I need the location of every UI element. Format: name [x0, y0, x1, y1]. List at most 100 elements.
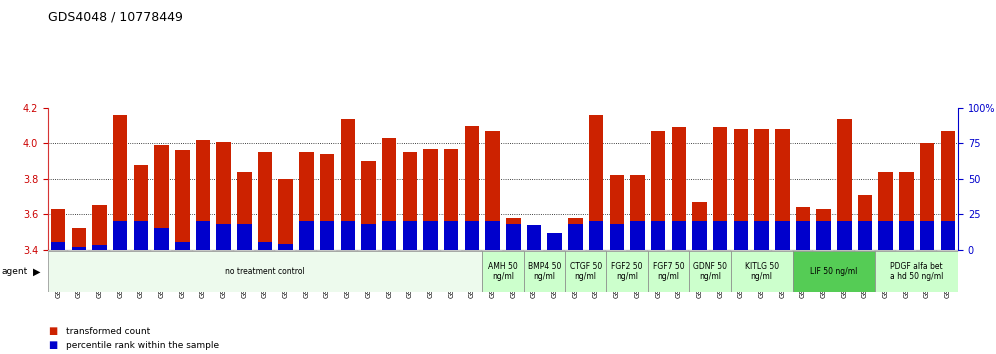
Bar	[527, 225, 541, 250]
Text: CTGF 50
ng/ml: CTGF 50 ng/ml	[570, 262, 602, 281]
Bar	[196, 221, 210, 250]
Bar	[920, 143, 934, 250]
Bar	[586, 108, 607, 250]
Bar	[69, 108, 90, 250]
Bar	[130, 108, 151, 250]
Bar	[858, 221, 872, 250]
Bar	[586, 250, 607, 251]
Bar	[441, 108, 461, 250]
Bar	[506, 218, 521, 250]
Bar	[796, 207, 810, 250]
Bar	[730, 251, 793, 292]
Bar	[444, 221, 458, 250]
Bar	[916, 108, 937, 250]
Bar	[216, 142, 231, 250]
Bar	[524, 250, 545, 251]
Bar	[775, 221, 790, 250]
Bar	[420, 108, 441, 250]
Bar	[837, 221, 852, 250]
Bar	[940, 131, 955, 250]
Bar	[668, 108, 689, 250]
Bar	[296, 108, 317, 250]
Bar	[213, 108, 234, 250]
Bar	[192, 250, 213, 251]
Bar	[172, 108, 192, 250]
Bar	[381, 221, 396, 250]
Bar	[671, 221, 686, 250]
Bar	[154, 145, 169, 250]
Bar	[503, 108, 524, 250]
Text: KITLG 50
ng/ml: KITLG 50 ng/ml	[745, 262, 779, 281]
Bar	[420, 250, 441, 251]
Bar	[589, 221, 604, 250]
Bar	[465, 221, 479, 250]
Bar	[610, 175, 624, 250]
Bar	[610, 224, 624, 250]
Bar	[175, 242, 189, 250]
Bar	[51, 209, 66, 250]
Bar	[154, 228, 169, 250]
Bar	[113, 115, 127, 250]
Bar	[279, 179, 293, 250]
Bar	[130, 250, 151, 251]
Bar	[937, 108, 958, 250]
Bar	[916, 250, 937, 251]
Bar	[296, 250, 317, 251]
Bar	[299, 152, 314, 250]
Bar	[72, 247, 86, 250]
Bar	[444, 149, 458, 250]
Bar	[402, 221, 417, 250]
Bar	[192, 108, 213, 250]
Bar	[937, 250, 958, 251]
Bar	[647, 108, 668, 250]
Bar	[920, 221, 934, 250]
Text: FGF2 50
ng/ml: FGF2 50 ng/ml	[612, 262, 642, 281]
Text: AMH 50
ng/ml: AMH 50 ng/ml	[488, 262, 518, 281]
Bar	[90, 250, 110, 251]
Bar	[627, 250, 647, 251]
Bar	[69, 250, 90, 251]
Bar	[72, 228, 86, 250]
Bar	[837, 119, 852, 250]
Bar	[878, 221, 893, 250]
Text: no treatment control: no treatment control	[225, 267, 305, 276]
Bar	[730, 250, 751, 251]
Bar	[175, 150, 189, 250]
Bar	[110, 250, 130, 251]
Bar	[317, 108, 338, 250]
Bar	[48, 251, 482, 292]
Bar	[320, 221, 335, 250]
Bar	[896, 108, 916, 250]
Bar	[441, 250, 461, 251]
Bar	[855, 250, 875, 251]
Bar	[630, 175, 644, 250]
Bar	[378, 108, 399, 250]
Bar	[607, 251, 647, 292]
Bar	[793, 108, 814, 250]
Bar	[341, 221, 355, 250]
Bar	[692, 221, 707, 250]
Bar	[275, 250, 296, 251]
Bar	[689, 251, 730, 292]
Bar	[692, 202, 707, 250]
Bar	[362, 161, 375, 250]
Bar	[90, 108, 110, 250]
Bar	[113, 221, 127, 250]
Bar	[133, 165, 148, 250]
Bar	[899, 221, 913, 250]
Bar	[589, 115, 604, 250]
Bar	[338, 108, 359, 250]
Bar	[814, 108, 834, 250]
Text: FGF7 50
ng/ml: FGF7 50 ng/ml	[652, 262, 684, 281]
Bar	[568, 224, 583, 250]
Bar	[545, 108, 565, 250]
Bar	[93, 205, 107, 250]
Bar	[341, 119, 355, 250]
Bar	[545, 250, 565, 251]
Bar	[482, 250, 503, 251]
Bar	[751, 108, 772, 250]
Bar	[299, 221, 314, 250]
Bar	[548, 233, 562, 250]
Bar	[565, 251, 607, 292]
Text: LIF 50 ng/ml: LIF 50 ng/ml	[811, 267, 858, 276]
